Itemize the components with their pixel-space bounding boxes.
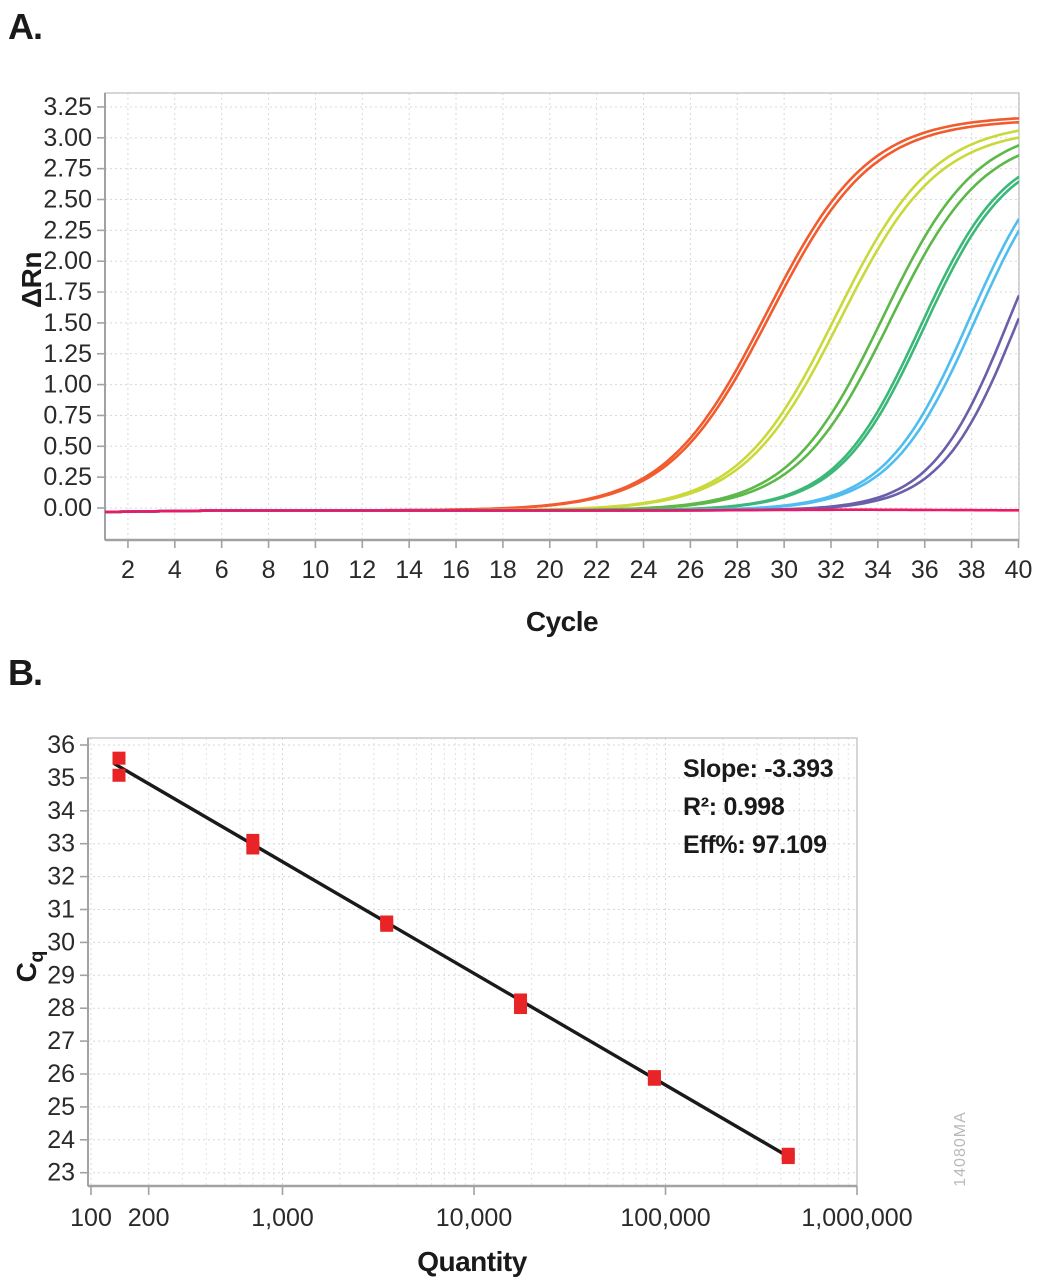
b-x-tick-label: 200 <box>128 1204 170 1232</box>
b-y-tick-label: 33 <box>47 830 75 858</box>
cq-label-main: C <box>11 962 43 983</box>
b-y-tick-label: 29 <box>47 961 75 989</box>
a-y-tick-label: 2.75 <box>43 155 92 183</box>
standard-curve-point <box>112 768 126 782</box>
panel-a-label: A. <box>8 6 43 47</box>
b-y-tick-label: 28 <box>47 994 75 1022</box>
a-y-tick-label: 0.75 <box>43 401 92 429</box>
b-x-tick-label: 100 <box>70 1204 112 1232</box>
a-y-tick-label: 1.25 <box>43 340 92 368</box>
standard-curve-point <box>380 918 394 932</box>
amplification-curve-standard-1-rep1 <box>105 117 1019 514</box>
a-y-tick-label: 0.00 <box>43 494 92 522</box>
a-y-tick-label: 0.50 <box>43 432 92 460</box>
amplification-curve-standard-5-rep1 <box>105 218 1019 514</box>
a-x-tick-label: 40 <box>1005 556 1033 584</box>
b-y-tick-label: 35 <box>47 764 75 792</box>
amplification-curve-standard-2-rep2 <box>105 136 1019 514</box>
a-x-tick-label: 28 <box>723 556 751 584</box>
standard-curve-x-axis-title: Quantity <box>417 1246 527 1277</box>
a-x-tick-label: 10 <box>302 556 330 584</box>
b-y-tick-label: 32 <box>47 863 75 891</box>
amplification-plot: 0.00 0.25 0.50 0.751.00 1.25 1.50 1.75 2.00 2.25… <box>43 92 1033 584</box>
a-x-tick-label: 38 <box>958 556 986 584</box>
standard-curve-point <box>246 841 260 855</box>
a-x-tick-label: 26 <box>676 556 704 584</box>
a-y-tick-label: 0.25 <box>43 463 92 491</box>
a-x-tick-label: 30 <box>770 556 798 584</box>
a-y-tick-label: 2.25 <box>43 216 92 244</box>
a-x-tick-label: 4 <box>168 556 182 584</box>
a-y-tick-label: 1.00 <box>43 371 92 399</box>
standard-curve-point <box>514 1001 528 1015</box>
b-y-tick-label: 31 <box>47 896 75 924</box>
a-x-tick-label: 12 <box>348 556 376 584</box>
a-x-tick-label: 6 <box>215 556 229 584</box>
a-x-tick-label: 14 <box>395 556 423 584</box>
standard-curve-point <box>781 1151 795 1165</box>
standard-curve-plot: 23 24 25 26 27 28 29 30 31 32 33 34 35 36 100 200 1,000 1… <box>47 731 912 1232</box>
b-y-tick-label: 36 <box>47 731 75 759</box>
b-y-tick-label: 24 <box>47 1126 75 1154</box>
regression-stats: Slope: -3.393 R²: 0.998 Eff%: 97.109 <box>683 750 834 864</box>
panel-b-label: B. <box>8 652 43 693</box>
a-x-tick-label: 36 <box>911 556 939 584</box>
a-y-tick-label: 3.00 <box>43 124 92 152</box>
b-y-tick-label: 30 <box>47 928 75 956</box>
a-x-tick-label: 18 <box>489 556 517 584</box>
b-x-tick-label: 100,000 <box>620 1204 710 1232</box>
b-y-tick-label: 34 <box>47 797 75 825</box>
amplification-x-axis-title: Cycle <box>525 606 599 637</box>
standard-curve-point <box>112 751 126 765</box>
amplification-curve-standard-4-rep1 <box>105 175 1019 514</box>
a-y-tick-label: 1.75 <box>43 278 92 306</box>
efficiency-value: Eff%: 97.109 <box>683 831 827 859</box>
a-y-tick-label: 2.50 <box>43 186 92 214</box>
amplification-curve-standard-5-rep2 <box>105 230 1019 514</box>
a-x-tick-label: 16 <box>442 556 470 584</box>
a-x-tick-label: 32 <box>817 556 845 584</box>
slope-value: Slope: -3.393 <box>683 755 834 783</box>
b-y-tick-label: 27 <box>47 1027 75 1055</box>
a-y-tick-label: 3.25 <box>43 93 92 121</box>
b-x-tick-label: 1,000 <box>251 1204 314 1232</box>
a-x-tick-label: 8 <box>262 556 276 584</box>
amplification-curve-standard-3-rep1 <box>105 144 1019 514</box>
a-y-tick-label: 2.00 <box>43 247 92 275</box>
a-y-tick-label: 1.50 <box>43 309 92 337</box>
amplification-curve-ntc <box>105 508 1019 514</box>
amplification-curve-standard-1-rep2 <box>105 121 1019 514</box>
b-y-tick-label: 26 <box>47 1060 75 1088</box>
amplification-curve-standard-3-rep2 <box>105 154 1019 514</box>
standard-curve-fit-line <box>113 762 793 1160</box>
a-x-tick-label: 2 <box>121 556 135 584</box>
cq-label-sub: q <box>25 951 48 963</box>
b-x-tick-label: 1,000,000 <box>801 1204 912 1232</box>
a-x-tick-label: 34 <box>864 556 892 584</box>
b-x-tick-label: 10,000 <box>436 1204 512 1232</box>
b-y-tick-label: 23 <box>47 1159 75 1187</box>
b-y-tick-label: 25 <box>47 1093 75 1121</box>
a-x-tick-label: 24 <box>630 556 658 584</box>
watermark-text: 14080MA <box>952 1111 969 1187</box>
standard-curve-point <box>647 1072 661 1086</box>
a-x-tick-label: 20 <box>536 556 564 584</box>
amplification-y-axis-title: ΔRn <box>16 252 47 308</box>
amplification-curves <box>105 117 1019 514</box>
standard-curve-y-axis-title: Cq <box>11 917 49 1017</box>
r-squared-value: R²: 0.998 <box>683 793 785 821</box>
a-x-tick-label: 22 <box>583 556 611 584</box>
